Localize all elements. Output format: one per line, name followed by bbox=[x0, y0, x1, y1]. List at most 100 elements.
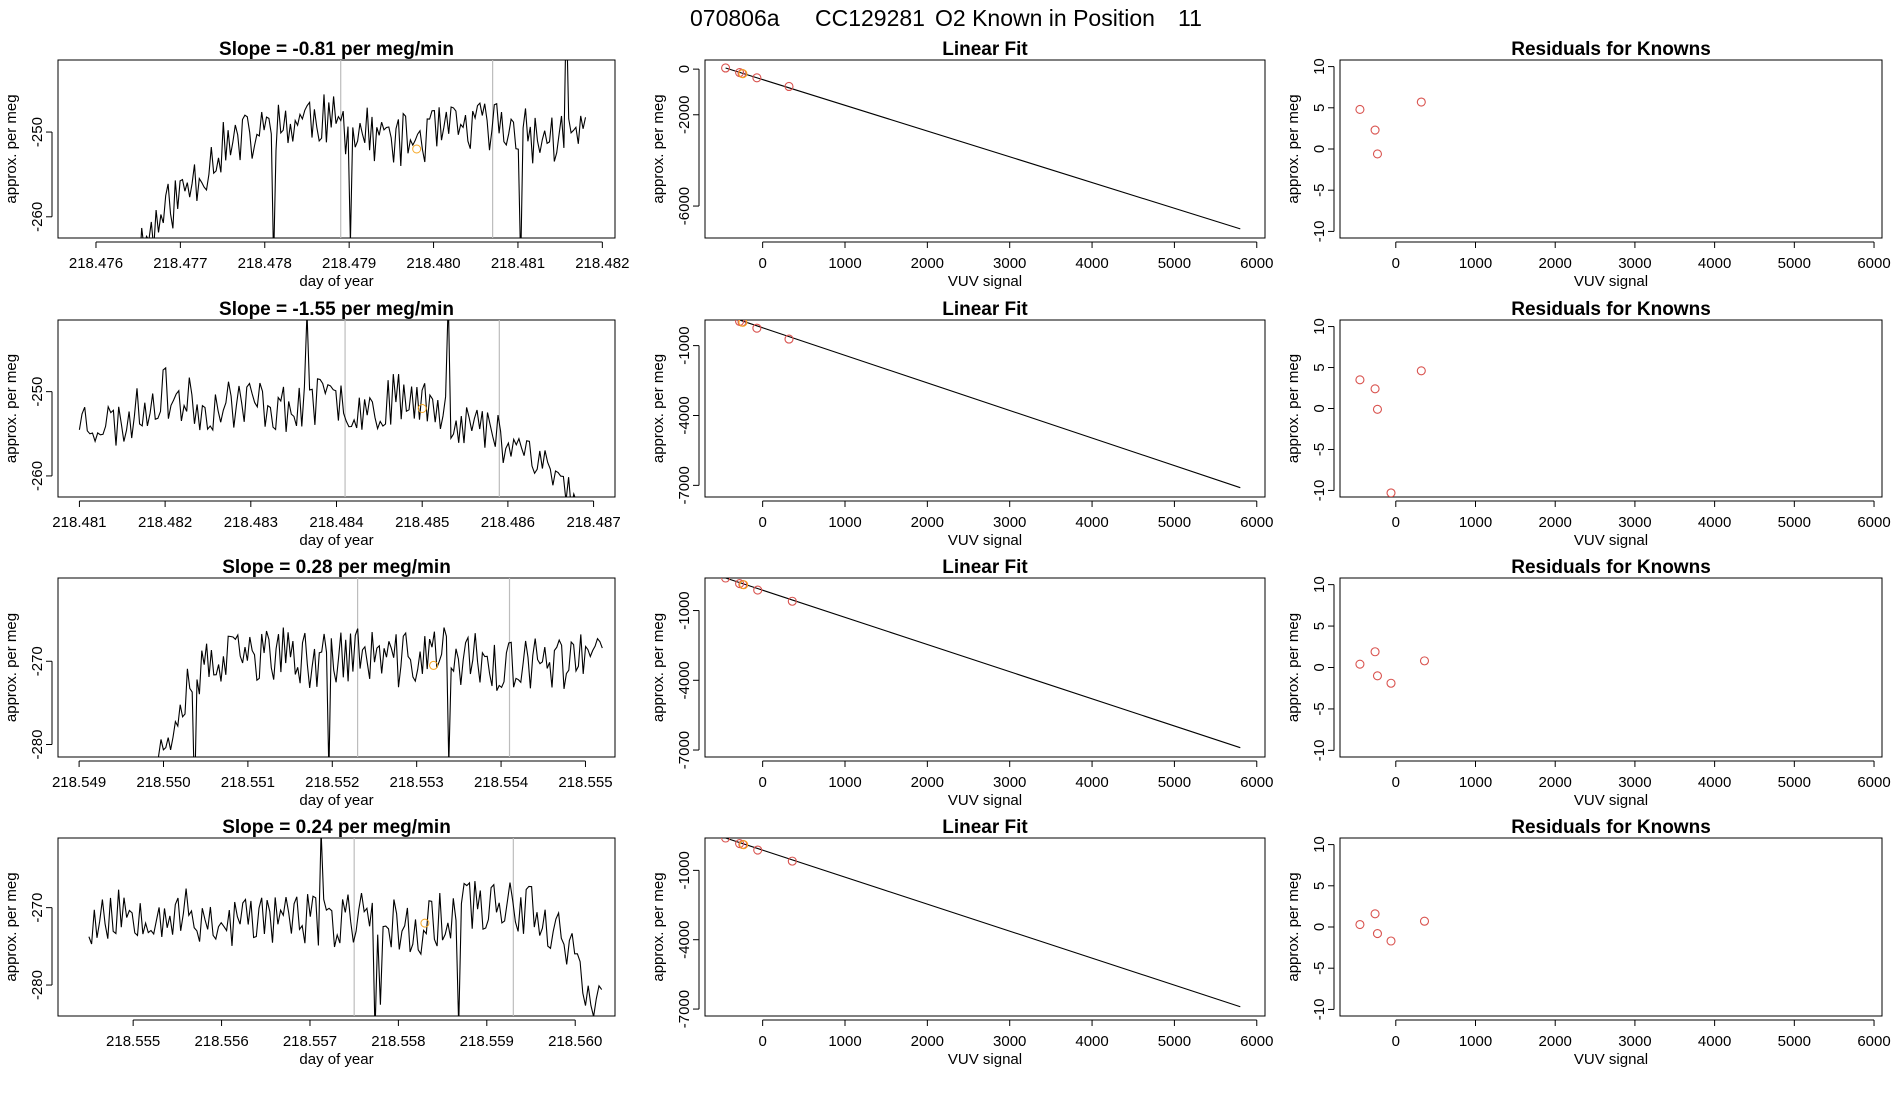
title-part: O2 Known in Position bbox=[935, 5, 1155, 31]
known-marker bbox=[420, 918, 430, 928]
plot-frame bbox=[704, 59, 1266, 239]
x-axis-label: VUV signal bbox=[948, 1051, 1022, 1068]
y-tick-label: -10 bbox=[1311, 480, 1328, 502]
x-tick-label: 5000 bbox=[1778, 255, 1811, 272]
plot-frame bbox=[704, 577, 1266, 758]
y-tick-label: -250 bbox=[29, 117, 46, 147]
y-tick-label: 10 bbox=[1311, 58, 1328, 75]
y-tick-label: -1000 bbox=[676, 851, 693, 889]
y-axis-label: approx. per meg bbox=[3, 94, 20, 203]
x-tick-label: 5000 bbox=[1158, 514, 1191, 531]
x-tick-label: 218.552 bbox=[305, 774, 359, 791]
x-tick-label: 1000 bbox=[1459, 255, 1492, 272]
plot-frame bbox=[57, 319, 616, 498]
x-tick-label: 218.481 bbox=[491, 255, 545, 272]
title-part: CC129281 bbox=[815, 5, 925, 31]
x-tick-label: 0 bbox=[1392, 514, 1400, 531]
x-tick-label: 218.483 bbox=[224, 514, 278, 531]
x-tick-label: 6000 bbox=[1240, 514, 1273, 531]
fit-line bbox=[725, 67, 1241, 230]
data-point bbox=[1370, 909, 1380, 919]
data-point bbox=[784, 81, 794, 92]
x-tick-label: 218.476 bbox=[69, 255, 123, 272]
panel-title: Slope = -0.81 per meg/min bbox=[219, 39, 454, 60]
known-marker bbox=[429, 660, 439, 670]
y-tick-label: -250 bbox=[29, 377, 46, 407]
x-tick-label: 0 bbox=[1392, 255, 1400, 272]
x-tick-label: 218.482 bbox=[138, 514, 192, 531]
known-point bbox=[738, 320, 748, 327]
x-axis-label: VUV signal bbox=[948, 273, 1022, 290]
y-axis-label: approx. per meg bbox=[1285, 613, 1302, 722]
data-point bbox=[1372, 149, 1383, 159]
plot-frame bbox=[1339, 837, 1883, 1017]
y-axis-label: approx. per meg bbox=[1285, 354, 1302, 463]
x-axis-label: VUV signal bbox=[1574, 273, 1648, 290]
data-point bbox=[1372, 404, 1383, 414]
plot-area bbox=[721, 578, 1241, 749]
x-tick-label: 0 bbox=[758, 1033, 766, 1050]
x-tick-label: 4000 bbox=[1698, 514, 1731, 531]
x-tick-label: 2000 bbox=[911, 255, 944, 272]
y-tick-label: -5 bbox=[1311, 962, 1328, 975]
plot-area bbox=[88, 838, 603, 1016]
x-axis-label: VUV signal bbox=[1574, 1051, 1648, 1068]
x-tick-label: 3000 bbox=[993, 1033, 1026, 1050]
x-tick-label: 3000 bbox=[1618, 1033, 1651, 1050]
panel-time-series-row-1: Slope = -0.81 per meg/min 218.476 218.477 2… bbox=[3, 39, 629, 290]
y-tick-label: -260 bbox=[29, 202, 46, 232]
x-tick-label: 0 bbox=[758, 774, 766, 791]
y-tick-label: 0 bbox=[1311, 663, 1328, 671]
y-axis-label: approx. per meg bbox=[1285, 872, 1302, 981]
x-tick-label: 218.478 bbox=[238, 255, 292, 272]
x-tick-label: 0 bbox=[1392, 774, 1400, 791]
x-axis-label: day of year bbox=[299, 532, 373, 549]
y-tick-label: 10 bbox=[1311, 318, 1328, 335]
data-series-line bbox=[88, 838, 603, 1016]
plot-frame bbox=[704, 837, 1266, 1017]
x-tick-label: 0 bbox=[1392, 1033, 1400, 1050]
x-tick-label: 218.554 bbox=[474, 774, 528, 791]
y-tick-label: -1000 bbox=[676, 591, 693, 629]
data-point bbox=[753, 845, 763, 855]
data-point bbox=[752, 323, 762, 333]
x-axis-label: day of year bbox=[299, 1051, 373, 1068]
data-point bbox=[1419, 916, 1430, 926]
panel-title: Linear Fit bbox=[942, 39, 1028, 60]
y-tick-label: -1000 bbox=[676, 326, 693, 364]
data-point bbox=[1372, 929, 1383, 939]
y-tick-label: 0 bbox=[1311, 404, 1328, 412]
y-axis-label: approx. per meg bbox=[650, 872, 667, 981]
panel-title: Residuals for Knowns bbox=[1511, 557, 1711, 578]
panel-residuals-row-3: Residuals for Knowns 0 1000 2000 3000 4000 500… bbox=[1285, 557, 1891, 809]
figure-title: 070806a CC129281 O2 Known in Position 11 bbox=[690, 5, 1202, 31]
y-axis-label: approx. per meg bbox=[1285, 94, 1302, 203]
y-tick-label: -4000 bbox=[676, 921, 693, 959]
x-tick-label: 2000 bbox=[1539, 1033, 1572, 1050]
data-point bbox=[1370, 125, 1380, 135]
data-point bbox=[1372, 671, 1383, 681]
x-tick-label: 2000 bbox=[911, 1033, 944, 1050]
known-marker bbox=[412, 144, 422, 154]
x-tick-label: 1000 bbox=[828, 1033, 861, 1050]
x-tick-label: 4000 bbox=[1698, 1033, 1731, 1050]
y-tick-label: -10 bbox=[1311, 999, 1328, 1021]
x-tick-label: 218.557 bbox=[283, 1033, 337, 1050]
panel-time-series-row-4: Slope = 0.24 per meg/min 218.555 218.556 21… bbox=[3, 817, 616, 1068]
plot-frame bbox=[1339, 577, 1883, 758]
data-point bbox=[787, 596, 797, 606]
plot-frame bbox=[57, 577, 616, 758]
y-tick-label: -4000 bbox=[676, 661, 693, 699]
panel-title: Residuals for Knowns bbox=[1511, 39, 1711, 60]
known-point bbox=[739, 580, 749, 590]
x-axis-label: day of year bbox=[299, 273, 373, 290]
x-tick-label: 1000 bbox=[1459, 1033, 1492, 1050]
x-tick-label: 2000 bbox=[911, 514, 944, 531]
plot-area bbox=[735, 320, 1241, 489]
x-tick-label: 2000 bbox=[1539, 514, 1572, 531]
x-tick-label: 3000 bbox=[993, 774, 1026, 791]
x-tick-label: 2000 bbox=[911, 774, 944, 791]
x-tick-label: 3000 bbox=[1618, 514, 1651, 531]
fit-line bbox=[725, 578, 1241, 749]
